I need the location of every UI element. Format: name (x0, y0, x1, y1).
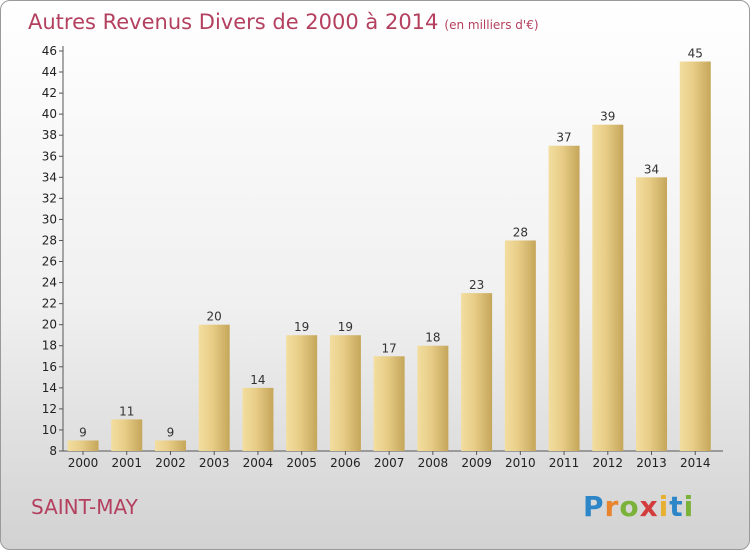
y-tick-label: 12 (42, 402, 57, 416)
bar-value-label: 9 (79, 425, 87, 439)
chart-title: Autres Revenus Divers de 2000 à 2014 (en … (28, 10, 539, 34)
y-tick-label: 28 (42, 233, 57, 247)
bar (111, 419, 143, 451)
proxiti-logo[interactable]: Proxiti (583, 490, 695, 523)
bar (417, 345, 449, 451)
bar (679, 61, 711, 452)
y-tick-label: 8 (49, 444, 57, 458)
x-tick-label: 2007 (374, 456, 405, 470)
x-tick-label: 2008 (418, 456, 449, 470)
x-tick-label: 2006 (330, 456, 361, 470)
bar-value-label: 39 (600, 110, 615, 124)
bar (461, 293, 493, 451)
bar-value-label: 9 (167, 425, 175, 439)
x-tick-label: 2003 (199, 456, 230, 470)
y-tick-label: 26 (42, 255, 57, 269)
bar-value-label: 19 (338, 320, 353, 334)
y-tick-label: 42 (42, 86, 57, 100)
y-tick-label: 32 (42, 191, 57, 205)
bar-value-label: 34 (644, 162, 659, 176)
x-tick-label: 2001 (111, 456, 142, 470)
y-tick-label: 10 (42, 423, 57, 437)
y-tick-label: 30 (42, 212, 57, 226)
bar-value-label: 20 (207, 310, 222, 324)
location-name: SAINT-MAY (31, 495, 138, 519)
x-tick-label: 2013 (636, 456, 667, 470)
x-tick-label: 2009 (461, 456, 492, 470)
bar-value-label: 17 (381, 341, 396, 355)
y-tick-label: 16 (42, 360, 57, 374)
bar-value-label: 18 (425, 331, 440, 345)
x-tick-label: 2014 (680, 456, 711, 470)
y-tick-label: 22 (42, 297, 57, 311)
bar-value-label: 23 (469, 278, 484, 292)
y-tick-label: 24 (42, 276, 57, 290)
bar (504, 240, 536, 451)
y-tick-label: 34 (42, 170, 57, 184)
bar (242, 387, 274, 451)
bar (548, 145, 580, 451)
y-tick-label: 20 (42, 318, 57, 332)
chart-title-text: Autres Revenus Divers de 2000 à 2014 (28, 10, 439, 34)
bar (67, 440, 99, 451)
bar (636, 177, 668, 451)
bar (592, 124, 624, 452)
chart-unit: (en milliers d'€) (444, 18, 539, 32)
y-tick-label: 46 (42, 44, 57, 58)
bar-value-label: 14 (250, 373, 265, 387)
bar-value-label: 37 (556, 131, 571, 145)
bar-value-label: 11 (119, 404, 134, 418)
x-tick-label: 2012 (593, 456, 624, 470)
x-tick-label: 2002 (155, 456, 186, 470)
y-tick-label: 36 (42, 149, 57, 163)
bar-value-label: 19 (294, 320, 309, 334)
bar (329, 335, 361, 451)
bar (154, 440, 186, 451)
bar (198, 324, 230, 451)
bar (373, 356, 405, 451)
chart-bars (67, 61, 711, 452)
chart-axes: 8 10 12 14 16 18 20 22 24 26 28 30 32 34 36 38 40 42 44 46 2… (42, 44, 723, 470)
chart-value-labels: 9 11 9 20 14 19 19 17 18 23 28 37 39 34 45 (79, 47, 703, 440)
bar (286, 335, 318, 451)
y-tick-label: 44 (42, 65, 57, 79)
y-tick-label: 38 (42, 128, 57, 142)
bar-value-label: 45 (688, 47, 703, 61)
x-tick-label: 2011 (549, 456, 580, 470)
y-tick-label: 14 (42, 381, 57, 395)
y-tick-label: 40 (42, 107, 57, 121)
x-tick-label: 2000 (68, 456, 99, 470)
x-tick-label: 2010 (505, 456, 536, 470)
x-tick-label: 2004 (243, 456, 274, 470)
x-tick-label: 2005 (286, 456, 317, 470)
y-tick-label: 18 (42, 339, 57, 353)
bar-value-label: 28 (513, 225, 528, 239)
